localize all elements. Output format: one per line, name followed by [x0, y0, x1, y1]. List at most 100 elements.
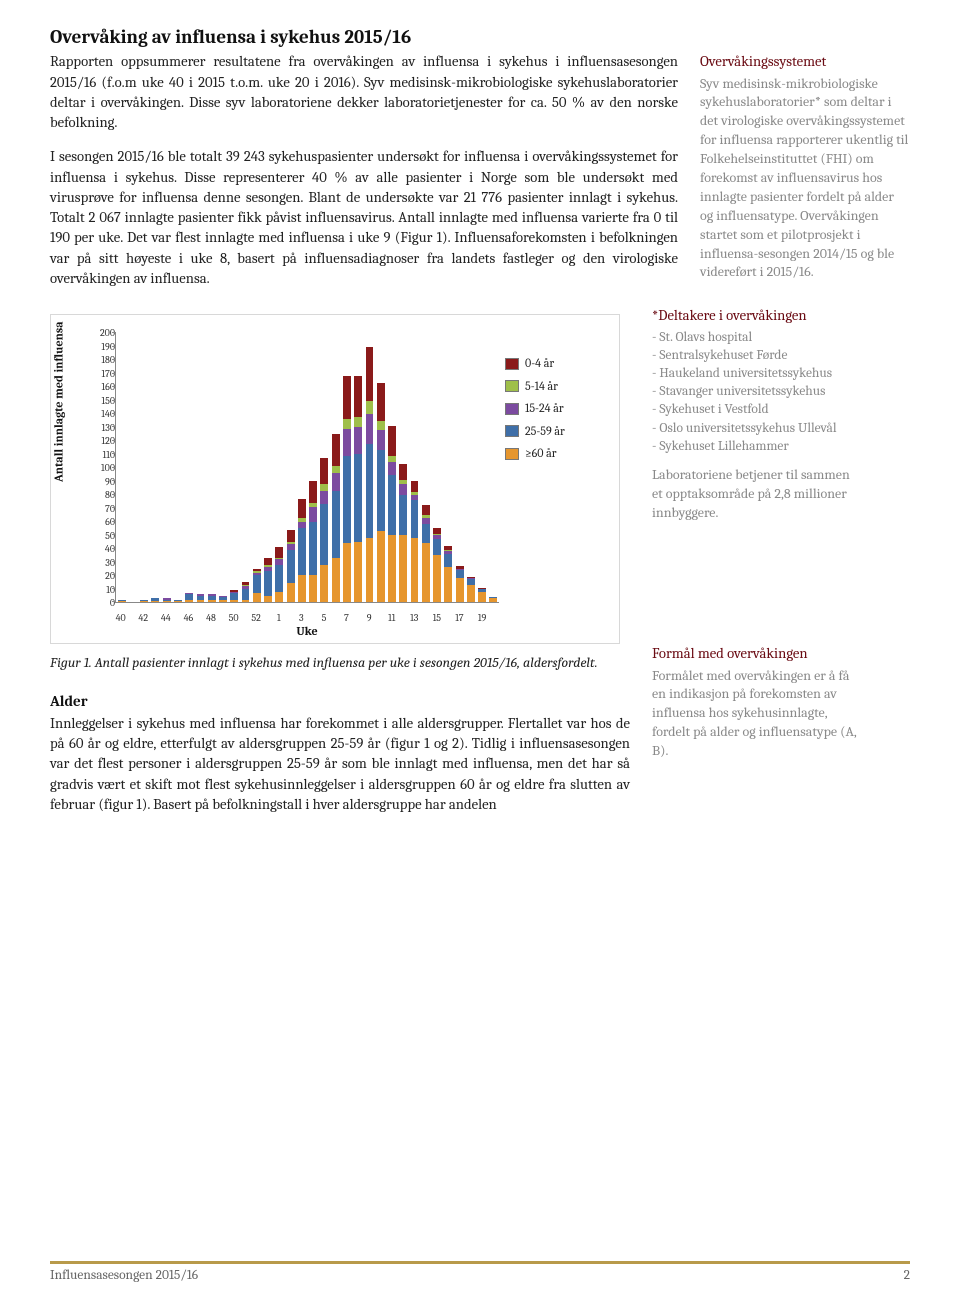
bar-slot [465, 333, 476, 602]
footer-left: Influensasesongen 2015/16 [50, 1267, 198, 1286]
bar-segment [320, 484, 328, 491]
y-tick-label: 60 [105, 517, 115, 527]
bar-segment [309, 575, 317, 602]
legend-label: ≥60 år [525, 445, 557, 462]
bar-segment [343, 376, 351, 419]
bar-segment [230, 600, 238, 603]
bar-segment [343, 419, 351, 428]
y-tick-label: 130 [102, 423, 115, 433]
bar-slot [443, 333, 454, 602]
side-column-2: *Deltakere i overvåkingen - St. Olavs ho… [652, 306, 862, 644]
bar-slot [172, 333, 183, 602]
side3-body: Formålet med overvåkingen er å få en ind… [652, 667, 862, 761]
bar-segment [320, 565, 328, 603]
bar-segment [242, 589, 250, 600]
legend-swatch [505, 448, 519, 460]
y-tick-label: 170 [102, 369, 116, 379]
bar-segment [478, 592, 486, 603]
y-tick-label: 40 [105, 544, 115, 554]
caption-column: Figur 1. Antall pasienter innlagt i syke… [50, 644, 630, 815]
bar-segment [208, 600, 216, 603]
bar-segment [467, 585, 475, 602]
alder-heading: Alder [50, 691, 630, 712]
footer-rule [50, 1261, 910, 1264]
legend-item: 25-59 år [505, 423, 605, 440]
bar-segment [309, 481, 317, 503]
y-tick-label: 150 [101, 396, 115, 406]
bar-segment [332, 491, 340, 558]
bar-slot [262, 333, 273, 602]
y-tick-label: 110 [103, 450, 115, 460]
top-columns: Rapporten oppsummerer resultatene fra ov… [50, 52, 910, 296]
bar-segment [343, 543, 351, 602]
bar-slot [364, 333, 375, 602]
bar-segment [377, 450, 385, 531]
bar-segment [422, 524, 430, 543]
bar-slot [420, 333, 431, 602]
y-tick-label: 30 [105, 558, 115, 568]
bar-segment [377, 430, 385, 450]
legend-item: 15-24 år [505, 400, 605, 417]
side2-list-item: - Stavanger universitetssykehus [652, 383, 862, 401]
bar-segment [118, 601, 126, 602]
bar-slot [206, 333, 217, 602]
side2-list: - St. Olavs hospital- Sentralsykehuset F… [652, 329, 862, 457]
bar-segment [275, 547, 283, 558]
bar-segment [253, 575, 261, 592]
bar-segment [332, 466, 340, 473]
side-column-1: Overvåkingssystemet Syv medisinsk-mikrob… [700, 52, 910, 296]
bar-slot [217, 333, 228, 602]
legend-item: 5-14 år [505, 378, 605, 395]
bar-slot [116, 333, 127, 602]
bar-slot [195, 333, 206, 602]
bar-segment [287, 583, 295, 602]
bar-slot [161, 333, 172, 602]
bar-slot [386, 333, 397, 602]
bar-slot [341, 333, 352, 602]
y-tick-label: 200 [100, 328, 115, 338]
bar-segment [264, 596, 272, 603]
bar-segment [399, 495, 407, 535]
bar-slot [127, 333, 138, 602]
chart-bars [116, 333, 499, 602]
side2-list-item: - Sentralsykehuset Førde [652, 347, 862, 365]
legend-swatch [505, 380, 519, 392]
chart-row: Antall innlagte med influensa 0102030405… [50, 306, 910, 644]
legend-label: 15-24 år [525, 400, 564, 417]
bar-slot [454, 333, 465, 602]
bar-segment [253, 593, 261, 602]
bar-segment [366, 347, 374, 401]
bar-segment [275, 592, 283, 603]
main-column: Rapporten oppsummerer resultatene fra ov… [50, 52, 678, 296]
y-tick-label: 90 [105, 477, 115, 487]
chart-x-label: Uke [115, 623, 499, 640]
bar-segment [456, 570, 464, 578]
bar-slot [296, 333, 307, 602]
y-tick-label: 70 [105, 504, 115, 514]
legend-item: ≥60 år [505, 445, 605, 462]
bar-segment [377, 421, 385, 430]
bar-segment [332, 434, 340, 466]
bar-slot [139, 333, 150, 602]
bar-slot [319, 333, 330, 602]
bar-segment [366, 444, 374, 538]
bar-segment [242, 600, 250, 603]
bar-segment [399, 535, 407, 602]
page-footer: Influensasesongen 2015/16 2 [50, 1267, 910, 1286]
bar-segment [309, 507, 317, 522]
bar-segment [377, 383, 385, 421]
bar-segment [388, 456, 396, 463]
bar-slot [375, 333, 386, 602]
bar-segment [433, 539, 441, 555]
y-tick-label: 80 [105, 490, 115, 500]
y-tick-label: 100 [101, 463, 115, 473]
side2-list-item: - Oslo universitetssykehus Ullevål [652, 420, 862, 438]
bar-slot [398, 333, 409, 602]
bar-segment [163, 601, 171, 602]
bar-segment [388, 426, 396, 456]
bar-segment [411, 538, 419, 603]
y-tick-label: 140 [101, 409, 115, 419]
side2-title: *Deltakere i overvåkingen [652, 306, 862, 326]
bar-segment [309, 522, 317, 576]
side1-body: Syv medisinsk-mikrobiologiske sykehuslab… [700, 75, 910, 283]
